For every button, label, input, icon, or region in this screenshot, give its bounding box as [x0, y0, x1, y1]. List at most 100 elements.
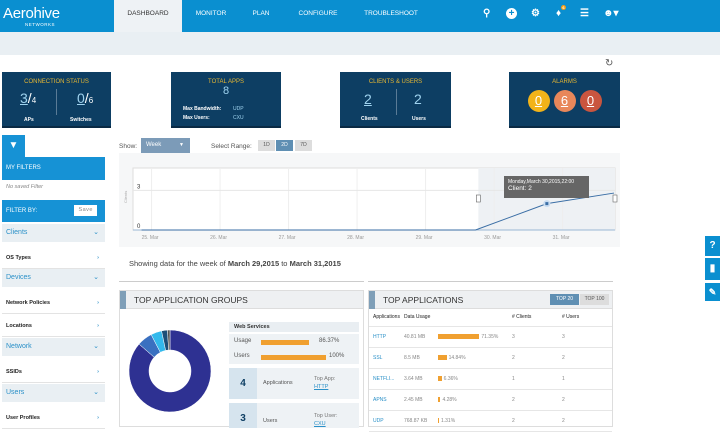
chevron-right-icon: › [97, 255, 99, 261]
x-tick-label: 25. Mar [142, 235, 159, 241]
summary-mid: to [281, 259, 288, 268]
top-applications-panel: TOP APPLICATIONS TOP 20 TOP 100 Applicat… [368, 290, 613, 432]
sidebar-item-network-policies[interactable]: Network Policies › [2, 292, 105, 314]
save-filter-button[interactable]: Save [74, 205, 97, 216]
usage-bar [261, 340, 309, 345]
refresh-icon[interactable]: ↻ [605, 58, 614, 69]
minor-alarms[interactable]: 0 [579, 90, 602, 112]
sidebar-item-ssids[interactable]: SSIDs › [2, 361, 105, 383]
total-apps-card[interactable]: TOTAL APPS 8 Max Bandwidth: UDP Max User… [171, 72, 281, 128]
nav-dashboard[interactable]: DASHBOARD [114, 0, 182, 32]
sidebar-item-user-profiles[interactable]: User Profiles › [2, 407, 105, 429]
usage-amount: 40.81 MB [403, 333, 426, 340]
data-point [545, 202, 549, 206]
notification-badge: 6 [561, 5, 566, 10]
users-value: 100% [329, 353, 345, 359]
gear-icon[interactable]: ⚙ [531, 8, 540, 19]
data-usage: 2.45 MB 4.28% [399, 389, 508, 411]
clients-users-card[interactable]: CLIENTS & USERS 2 Clients 2 Users [340, 72, 451, 128]
help-icon[interactable]: ? [705, 236, 720, 256]
chart-area: 25. Mar 26. Mar 27. Mar 28. Mar 29. Mar 30. M… [119, 153, 620, 247]
aerohive-logo[interactable]: Aerohive NETWORKS [3, 5, 60, 27]
col-clients[interactable]: # Clients [507, 309, 558, 327]
tab-top-20[interactable]: TOP 20 [550, 294, 579, 305]
logo-text: Aerohive [3, 5, 60, 22]
applications-label: Applications [263, 380, 293, 386]
col-users[interactable]: # Users [557, 309, 612, 327]
col-data-usage[interactable]: Data Usage [399, 309, 508, 327]
switches-online[interactable]: 0 [77, 90, 85, 106]
app-name[interactable]: HTTP [369, 326, 400, 348]
nav-plan[interactable]: PLAN [252, 10, 270, 17]
bell-icon[interactable]: ♦ 6 [556, 5, 566, 19]
list-icon[interactable]: ☰ [580, 8, 589, 19]
tooltip-date: Monday,March 30,2015,22:00 [508, 179, 575, 185]
users-stat: 3 Users Top User: CXU [229, 403, 359, 428]
nav-monitor[interactable]: MONITOR [195, 10, 227, 17]
range-7d[interactable]: 7D [295, 140, 312, 151]
sidebar-item-users[interactable]: Users ⌄ [2, 384, 105, 402]
table-row[interactable]: NETFLI... 3.64 MB 6.36% 1 1 [369, 368, 612, 390]
donut-slice[interactable] [167, 329, 171, 351]
clients-chart: 25. Mar 26. Mar 27. Mar 28. Mar 29. Mar 30. M… [123, 167, 618, 241]
x-tick-label: 28. Mar [347, 235, 364, 241]
edit-icon[interactable]: ✎ [705, 283, 720, 301]
clients-count: 2 [507, 410, 558, 432]
connection-status-card[interactable]: CONNECTION STATUS 3/4 APs 0/6 Switches [2, 72, 111, 128]
clients-count: 1 [507, 368, 558, 390]
donut-slice[interactable] [128, 329, 212, 413]
filter-icon[interactable]: ▼ [2, 135, 25, 157]
table-row[interactable]: HTTP 40.81 MB 71.35% 3 3 [369, 326, 612, 348]
app-name[interactable]: NETFLI... [369, 368, 400, 390]
show-select[interactable]: Week ▼ [141, 138, 190, 153]
data-usage: 768.87 KB 1.31% [399, 410, 508, 432]
range-2d[interactable]: 2D [276, 140, 293, 151]
divider [368, 281, 613, 284]
data-usage: 8.5 MB 14.84% [399, 347, 508, 369]
data-usage: 40.81 MB 71.35% [399, 326, 508, 348]
usage-percent: 14.84% [448, 354, 466, 361]
chevron-right-icon: › [97, 323, 99, 329]
divider [56, 89, 57, 115]
usage-bar [437, 333, 480, 339]
sidebar-item-clients[interactable]: Clients ⌄ [2, 224, 105, 242]
x-tick-label: 26. Mar [210, 235, 227, 241]
nav-troubleshoot[interactable]: TROUBLESHOOT [364, 10, 418, 17]
major-alarms[interactable]: 6 [553, 90, 576, 112]
data-usage: 3.64 MB 6.36% [399, 368, 508, 390]
aps-online[interactable]: 3 [20, 90, 28, 106]
top-app-label: Top App: [314, 376, 336, 382]
nav-configure[interactable]: CONFIGURE [298, 10, 338, 17]
col-applications[interactable]: Applications [369, 309, 400, 327]
user-icon[interactable]: ☻▾ [603, 8, 619, 19]
divider [119, 281, 364, 284]
clients-count[interactable]: 2 [364, 91, 372, 107]
clients-count: 3 [507, 326, 558, 348]
max-bandwidth-value: UDP [233, 106, 244, 112]
critical-alarms[interactable]: 0 [527, 90, 550, 112]
app-name[interactable]: UDP [369, 410, 400, 432]
panel-title: TOP APPLICATION GROUPS [120, 291, 363, 309]
add-icon[interactable]: + [506, 8, 517, 19]
search-icon[interactable]: ⚲ [483, 8, 491, 19]
table-row[interactable]: SSL 8.5 MB 14.84% 2 2 [369, 347, 612, 369]
panel-title: TOP APPLICATIONS TOP 20 TOP 100 [369, 291, 612, 309]
app-name[interactable]: SSL [369, 347, 400, 369]
users-count: 2 [557, 410, 612, 432]
sidebar-item-devices[interactable]: Devices ⌄ [2, 269, 105, 287]
card-title: TOTAL APPS [208, 79, 244, 85]
top-app-link[interactable]: HTTP [314, 384, 329, 390]
app-name[interactable]: APNS [369, 389, 400, 411]
sidebar-item-network[interactable]: Network ⌄ [2, 338, 105, 356]
range-1d[interactable]: 1D [258, 140, 275, 151]
sidebar-item-label: User Profiles [6, 415, 40, 421]
y-tick-label: 3 [137, 184, 141, 190]
table-row[interactable]: APNS 2.45 MB 4.28% 2 2 [369, 389, 612, 411]
feedback-icon[interactable]: ▮ [705, 258, 720, 280]
tab-top-100[interactable]: TOP 100 [580, 294, 609, 305]
sidebar-item-os-types[interactable]: OS Types › [2, 247, 105, 269]
top-application-groups-panel: TOP APPLICATION GROUPS Web Services Usag… [119, 290, 364, 428]
sidebar-item-locations[interactable]: Locations › [2, 315, 105, 337]
top-user-link[interactable]: CXU [314, 421, 326, 427]
table-row[interactable]: UDP 768.87 KB 1.31% 2 2 [369, 410, 612, 432]
